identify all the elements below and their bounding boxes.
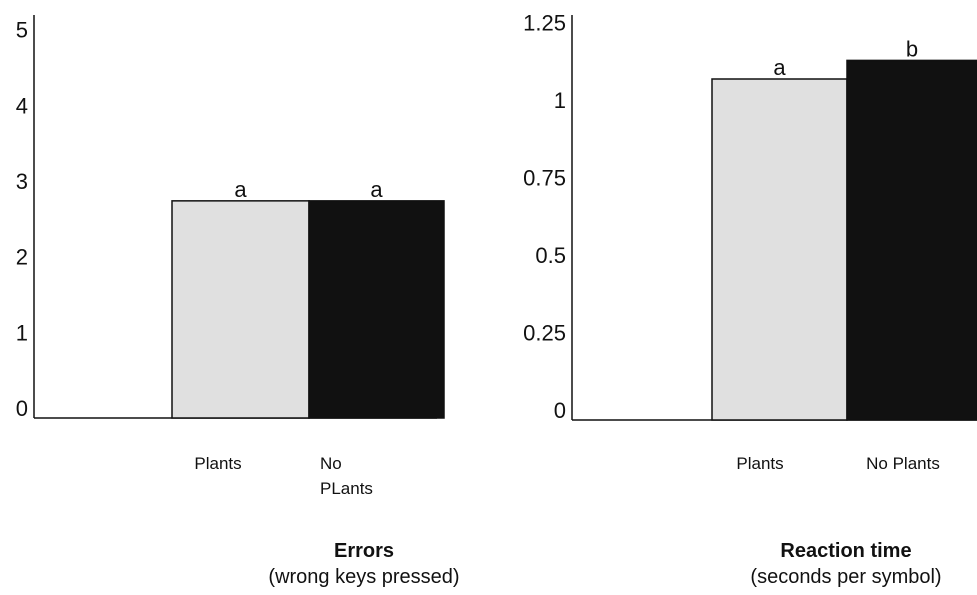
bar-no-plants <box>308 200 445 419</box>
category-label: Plants <box>194 454 241 473</box>
y-tick-label: 3 <box>16 169 28 194</box>
category-label: PLants <box>320 479 373 498</box>
y-tick-label: 5 <box>16 18 28 43</box>
significance-label: a <box>773 55 786 80</box>
y-tick-label: 4 <box>16 93 28 118</box>
bar-no-plants <box>846 59 977 421</box>
errors-chart: 0 1 2 3 4 5 a Plants a No PLants Errors (wrong keys … <box>16 15 460 588</box>
significance-label: a <box>234 177 247 202</box>
chart-subtitle: (seconds per symbol) <box>750 566 941 588</box>
category-label: No Plants <box>866 454 940 473</box>
y-tick-label: 0 <box>16 396 28 421</box>
y-tick-label: 1 <box>16 320 28 345</box>
y-tick-label: 0.75 <box>523 166 566 191</box>
reaction-time-chart: 0 0.25 0.5 0.75 1 1.25 a Plants b No Plants Reacti… <box>523 11 977 588</box>
y-tick-label: 0.25 <box>523 321 566 346</box>
chart-title: Reaction time <box>780 540 911 562</box>
bar-plants <box>171 200 310 419</box>
y-tick-label: 1.25 <box>523 11 566 36</box>
y-tick-label: 0 <box>554 398 566 423</box>
y-tick-label: 1 <box>554 88 566 113</box>
chart-title: Errors <box>334 540 394 562</box>
significance-label: a <box>370 177 383 202</box>
y-tick-label: 2 <box>16 245 28 270</box>
significance-label: b <box>906 36 918 61</box>
category-label: Plants <box>736 454 783 473</box>
chart-subtitle: (wrong keys pressed) <box>268 566 459 588</box>
category-label: No <box>320 454 342 473</box>
bar-plants <box>711 78 848 421</box>
y-tick-label: 0.5 <box>535 243 566 268</box>
